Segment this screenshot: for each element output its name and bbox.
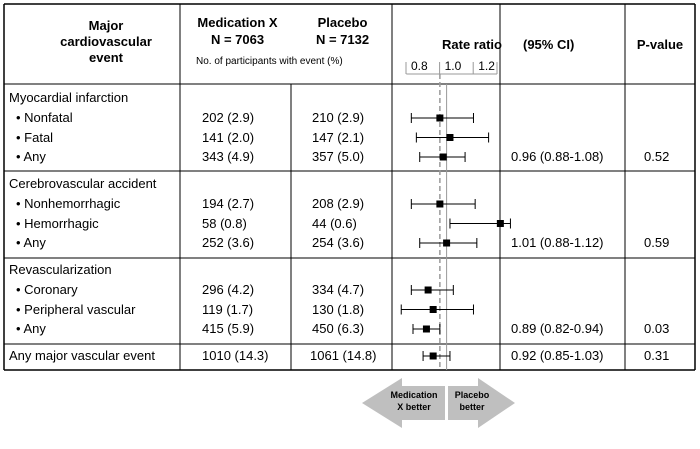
participants-note: No. of participants with event (%) [196, 56, 343, 67]
row-0-2-label: • Any [16, 149, 46, 164]
overall-medication-value: 1010 (14.3) [202, 348, 269, 363]
placebo-better-arrow [448, 378, 515, 428]
row-0-1-medication-value: 141 (2.0) [202, 129, 255, 145]
row-2-1-point [429, 306, 437, 313]
row-2-1-medication-value: 119 (1.7) [202, 301, 254, 317]
row-2-2-placebo-value: 450 (6.3) [312, 321, 365, 336]
row-0-1-label: • Fatal [16, 129, 54, 145]
row-2-1-placebo-value: 130 (1.8) [312, 301, 365, 317]
row-2-2-pvalue: 0.03 [644, 321, 670, 336]
row-0-0-medication-value: 202 (2.9) [202, 110, 255, 125]
row-2-0-medication-value: 296 (4.2) [202, 282, 255, 297]
row-0-2-medication-value: 343 (4.9) [202, 149, 255, 164]
ci-header: (95% CI) [523, 37, 575, 52]
row-0-2-placebo-value: 357 (5.0) [312, 149, 365, 164]
medication-better-arrow [362, 378, 445, 428]
pvalue-header: P-value [636, 37, 684, 52]
group-label-0: Myocardial infarction [9, 90, 129, 105]
overall-summary-ci: 0.92 (0.85-1.03) [511, 348, 604, 363]
event-column-header-line1: Major [88, 18, 124, 33]
row-1-2-label: • Any [16, 235, 46, 250]
row-0-2-summary-ci: 0.96 (0.88-1.08) [511, 149, 604, 164]
overall-label: Any major vascular event [9, 348, 155, 363]
row-1-2-summary-ci: 1.01 (0.88-1.12) [511, 235, 604, 250]
row-0-0-point [436, 114, 444, 122]
row-2-2-summary-ci: 0.89 (0.82-0.94) [511, 321, 604, 336]
placebo-header: Placebo [317, 15, 368, 30]
row-2-0-point [424, 286, 432, 294]
medication-n: N = 7063 [210, 32, 265, 47]
row-1-2-medication-value: 252 (3.6) [202, 235, 255, 250]
row-1-1-medication-value: 58 (0.8) [202, 215, 247, 231]
placebo-better-line2: better [459, 402, 485, 412]
overall-pvalue: 0.31 [644, 348, 670, 363]
axis-tick-label-1: 1.0 [444, 59, 462, 73]
overall-point [429, 352, 437, 360]
row-0-1-placebo-value: 147 (2.1) [312, 129, 365, 145]
placebo-n: N = 7132 [315, 32, 370, 47]
row-0-0-label: • Nonfatal [16, 110, 73, 125]
placebo-better-line1: Placebo [454, 390, 490, 400]
row-1-1-label: • Hemorrhagic [16, 215, 99, 231]
medication-header: Medication X [197, 15, 278, 30]
medication-better-line1: Medication [390, 390, 438, 400]
row-1-0-placebo-value: 208 (2.9) [312, 196, 365, 211]
row-2-1-label: • Peripheral vascular [16, 301, 136, 317]
row-2-0-placebo-value: 334 (4.7) [312, 282, 365, 297]
row-1-2-placebo-value: 254 (3.6) [312, 235, 365, 250]
row-2-2-point [422, 325, 430, 333]
row-2-0-label: • Coronary [16, 282, 78, 297]
overall-placebo-value: 1061 (14.8) [310, 348, 377, 363]
medication-better-line2: X better [397, 402, 431, 412]
group-label-1: Cerebrovascular accident [9, 176, 157, 191]
axis-tick-label-2: 1.2 [478, 59, 495, 73]
row-1-1-point [496, 220, 504, 227]
axis-tick-label-0: 0.8 [411, 59, 428, 73]
event-column-header-line3: event [89, 50, 123, 65]
row-1-1-placebo-value: 44 (0.6) [312, 215, 357, 231]
row-1-0-point [436, 200, 444, 208]
row-1-2-pvalue: 0.59 [644, 235, 670, 250]
row-0-2-point [439, 153, 447, 161]
rate-ratio-header: Rate ratio [442, 37, 502, 52]
group-label-2: Revascularization [9, 262, 112, 277]
row-1-0-label: • Nonhemorrhagic [16, 196, 121, 211]
row-0-1-point [446, 134, 454, 141]
row-0-0-placebo-value: 210 (2.9) [312, 110, 365, 125]
event-column-header-line2: cardiovascular [60, 34, 152, 49]
row-2-2-label: • Any [16, 321, 46, 336]
row-0-2-pvalue: 0.52 [644, 149, 670, 164]
row-2-2-medication-value: 415 (5.9) [202, 321, 255, 336]
row-1-2-point [443, 239, 451, 247]
row-1-0-medication-value: 194 (2.7) [202, 196, 255, 211]
